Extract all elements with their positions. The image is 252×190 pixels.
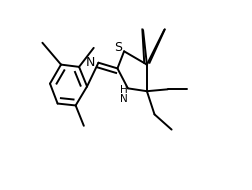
Text: N: N (85, 56, 95, 69)
Text: S: S (114, 41, 122, 54)
Text: H
N: H N (120, 85, 128, 104)
